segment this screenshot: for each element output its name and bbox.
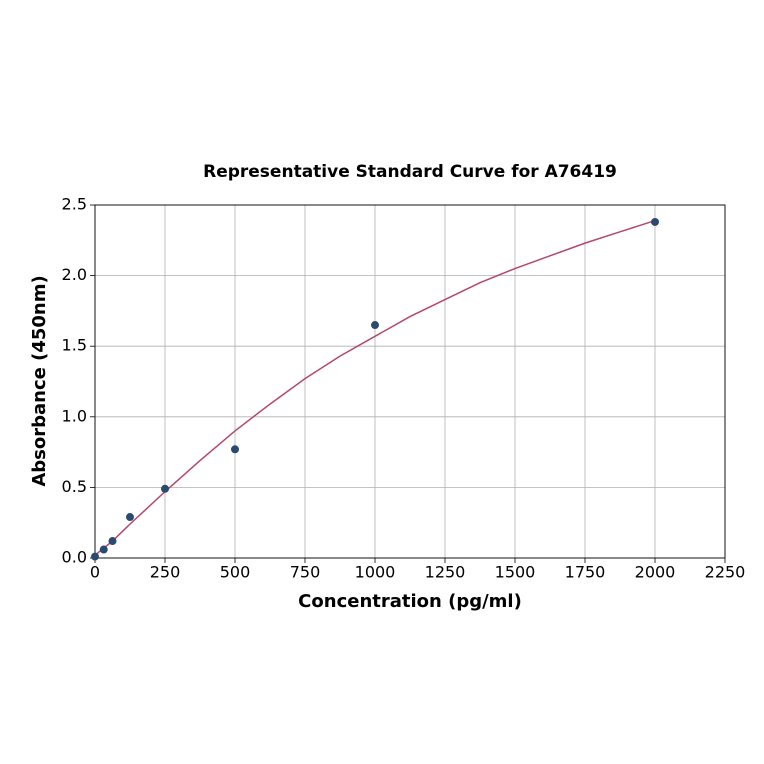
data-point — [99, 545, 108, 554]
y-tick-label: 2.0 — [62, 265, 87, 284]
y-tick-label: 0.5 — [62, 477, 87, 496]
x-tick-label: 2000 — [635, 563, 676, 582]
y-tick-label: 2.5 — [62, 195, 87, 214]
plot-frame — [94, 204, 726, 559]
x-tick-label: 750 — [290, 563, 321, 582]
data-point — [91, 552, 99, 561]
fit-curve — [94, 219, 656, 556]
data-point — [161, 484, 169, 493]
data-point — [231, 445, 239, 454]
x-tick-label: 2250 — [705, 563, 746, 582]
x-tick-label: 1500 — [495, 563, 536, 582]
y-axis-label: Absorbance (450nm) — [29, 275, 50, 486]
x-tick-label: 1750 — [565, 563, 606, 582]
data-point — [108, 537, 117, 546]
x-tick-label: 250 — [150, 563, 181, 582]
y-tick-label: 0.0 — [62, 548, 87, 567]
y-tick-label: 1.0 — [62, 406, 87, 425]
data-point — [371, 321, 379, 330]
data-point — [126, 513, 134, 522]
x-tick-label: 1000 — [355, 563, 396, 582]
x-tick-label: 500 — [220, 563, 251, 582]
x-tick-label: 0 — [90, 563, 100, 582]
chart-title: Representative Standard Curve for A76419 — [203, 162, 617, 182]
x-axis-label: Concentration (pg/ml) — [298, 591, 522, 612]
x-tick-label: 1250 — [425, 563, 466, 582]
data-point — [651, 217, 659, 226]
y-tick-label: 1.5 — [62, 336, 87, 355]
